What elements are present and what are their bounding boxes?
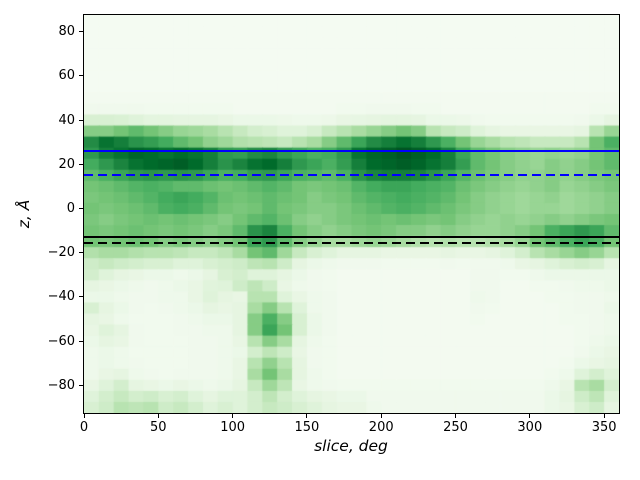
y-tick-label: −20 <box>47 245 75 261</box>
x-tick-mark <box>380 414 382 418</box>
y-tick-mark <box>79 384 83 386</box>
y-tick-label: 0 <box>66 200 75 216</box>
y-tick-mark <box>79 31 83 33</box>
x-tick-mark <box>529 414 531 418</box>
x-tick-mark <box>83 414 85 418</box>
y-tick-mark <box>79 296 83 298</box>
x-tick-mark <box>603 414 605 418</box>
x-tick-mark <box>306 414 308 418</box>
y-tick-mark <box>79 119 83 121</box>
heatmap-canvas <box>84 15 619 413</box>
x-tick-label: 0 <box>79 420 89 435</box>
x-tick-mark <box>157 414 159 418</box>
y-tick-label: 60 <box>58 68 75 84</box>
x-tick-label: 300 <box>517 420 543 435</box>
x-tick-label: 250 <box>443 420 468 435</box>
x-tick-label: 350 <box>591 420 617 435</box>
y-tick-label: −60 <box>47 333 75 349</box>
y-tick-mark <box>79 207 83 209</box>
x-tick-label: 100 <box>220 420 246 435</box>
x-tick-mark <box>232 414 234 418</box>
y-tick-mark <box>79 340 83 342</box>
y-tick-label: 20 <box>58 156 75 172</box>
y-tick-mark <box>79 75 83 77</box>
x-tick-label: 150 <box>294 420 320 435</box>
y-tick-mark <box>79 163 83 165</box>
y-tick-label: 40 <box>58 112 75 128</box>
y-tick-label: 80 <box>58 24 75 40</box>
y-tick-label: −40 <box>47 289 75 305</box>
x-tick-label: 50 <box>150 420 167 435</box>
y-tick-mark <box>79 252 83 254</box>
y-tick-label: −80 <box>47 377 75 393</box>
x-axis-label: slice, deg <box>314 437 388 455</box>
x-tick-label: 200 <box>368 420 394 435</box>
x-tick-mark <box>455 414 457 418</box>
